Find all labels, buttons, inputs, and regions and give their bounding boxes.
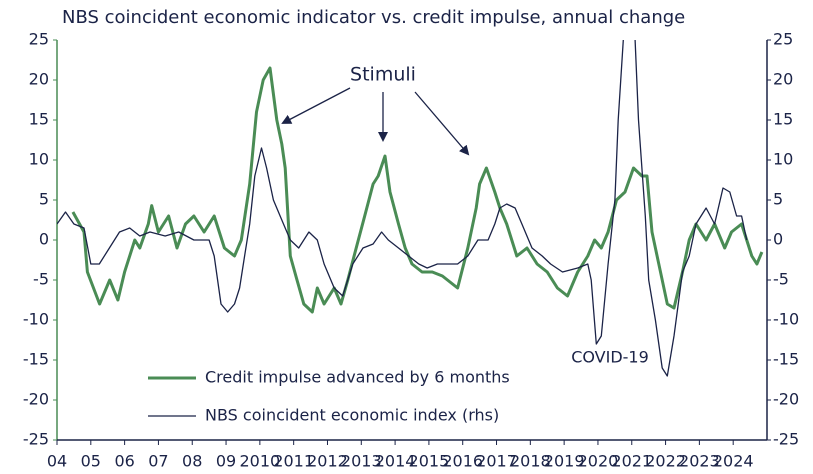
x-tick-label: 2010 — [239, 452, 280, 471]
legend: Credit impulse advanced by 6 months NBS c… — [148, 368, 510, 425]
arrow — [281, 87, 351, 124]
legend-label: NBS coincident economic index (rhs) — [205, 406, 499, 425]
x-tick-label: 2016 — [442, 452, 483, 471]
y2-tick-label: -20 — [773, 390, 799, 409]
y2-tick-label: -10 — [773, 310, 799, 329]
x-tick-label: 2011 — [273, 452, 314, 471]
series-line — [57, 40, 748, 377]
y-tick-label: 25 — [29, 30, 49, 49]
annotation: Stimuli — [350, 64, 416, 86]
x-tick-label: 06 — [114, 452, 134, 471]
arrow — [414, 91, 470, 156]
x-tick-label: 04 — [47, 452, 67, 471]
y-tick-label: 10 — [29, 150, 49, 169]
x-tick-label: 2024 — [713, 452, 754, 471]
x-tick-label: 09 — [216, 452, 236, 471]
series-line — [71, 66, 764, 314]
y2-tick-label: 0 — [773, 230, 783, 249]
y2-tick-label: -15 — [773, 350, 799, 369]
x-tick-label: 2012 — [307, 452, 348, 471]
x-tick-label: 2021 — [611, 452, 652, 471]
x-tick-label: 2018 — [510, 452, 551, 471]
y2-tick-label: 25 — [773, 30, 793, 49]
y-tick-label: 5 — [39, 190, 49, 209]
x-tick-label: 2013 — [341, 452, 382, 471]
x-tick-label: 2020 — [578, 452, 619, 471]
y-tick-label: -20 — [23, 390, 49, 409]
x-tick-label: 07 — [148, 452, 168, 471]
y2-tick-label: -25 — [773, 430, 799, 449]
x-tick-label: 2023 — [679, 452, 720, 471]
y-tick-label: -15 — [23, 350, 49, 369]
y-tick-label: 20 — [29, 70, 49, 89]
x-tick-label: 05 — [81, 452, 101, 471]
x-tick-label: 2019 — [544, 452, 585, 471]
plot-area — [57, 40, 764, 377]
y-tick-label: 0 — [39, 230, 49, 249]
x-tick-label: 08 — [182, 452, 202, 471]
y2-tick-label: 5 — [773, 190, 783, 209]
y2-tick-label: 20 — [773, 70, 793, 89]
y2-tick-label: -5 — [773, 270, 789, 289]
annotation: COVID-19 — [571, 348, 649, 367]
legend-label: Credit impulse advanced by 6 months — [205, 368, 510, 387]
y2-tick-label: 15 — [773, 110, 793, 129]
y2-tick-label: 10 — [773, 150, 793, 169]
x-tick-label: 2017 — [476, 452, 517, 471]
y-tick-label: 15 — [29, 110, 49, 129]
y-tick-label: -25 — [23, 430, 49, 449]
x-tick-label: 2015 — [409, 452, 450, 471]
x-tick-label: 2022 — [645, 452, 686, 471]
x-tick-label: 2014 — [375, 452, 416, 471]
y-tick-label: -5 — [33, 270, 49, 289]
chart-title: NBS coincident economic indicator vs. cr… — [62, 7, 685, 28]
y-tick-label: -10 — [23, 310, 49, 329]
